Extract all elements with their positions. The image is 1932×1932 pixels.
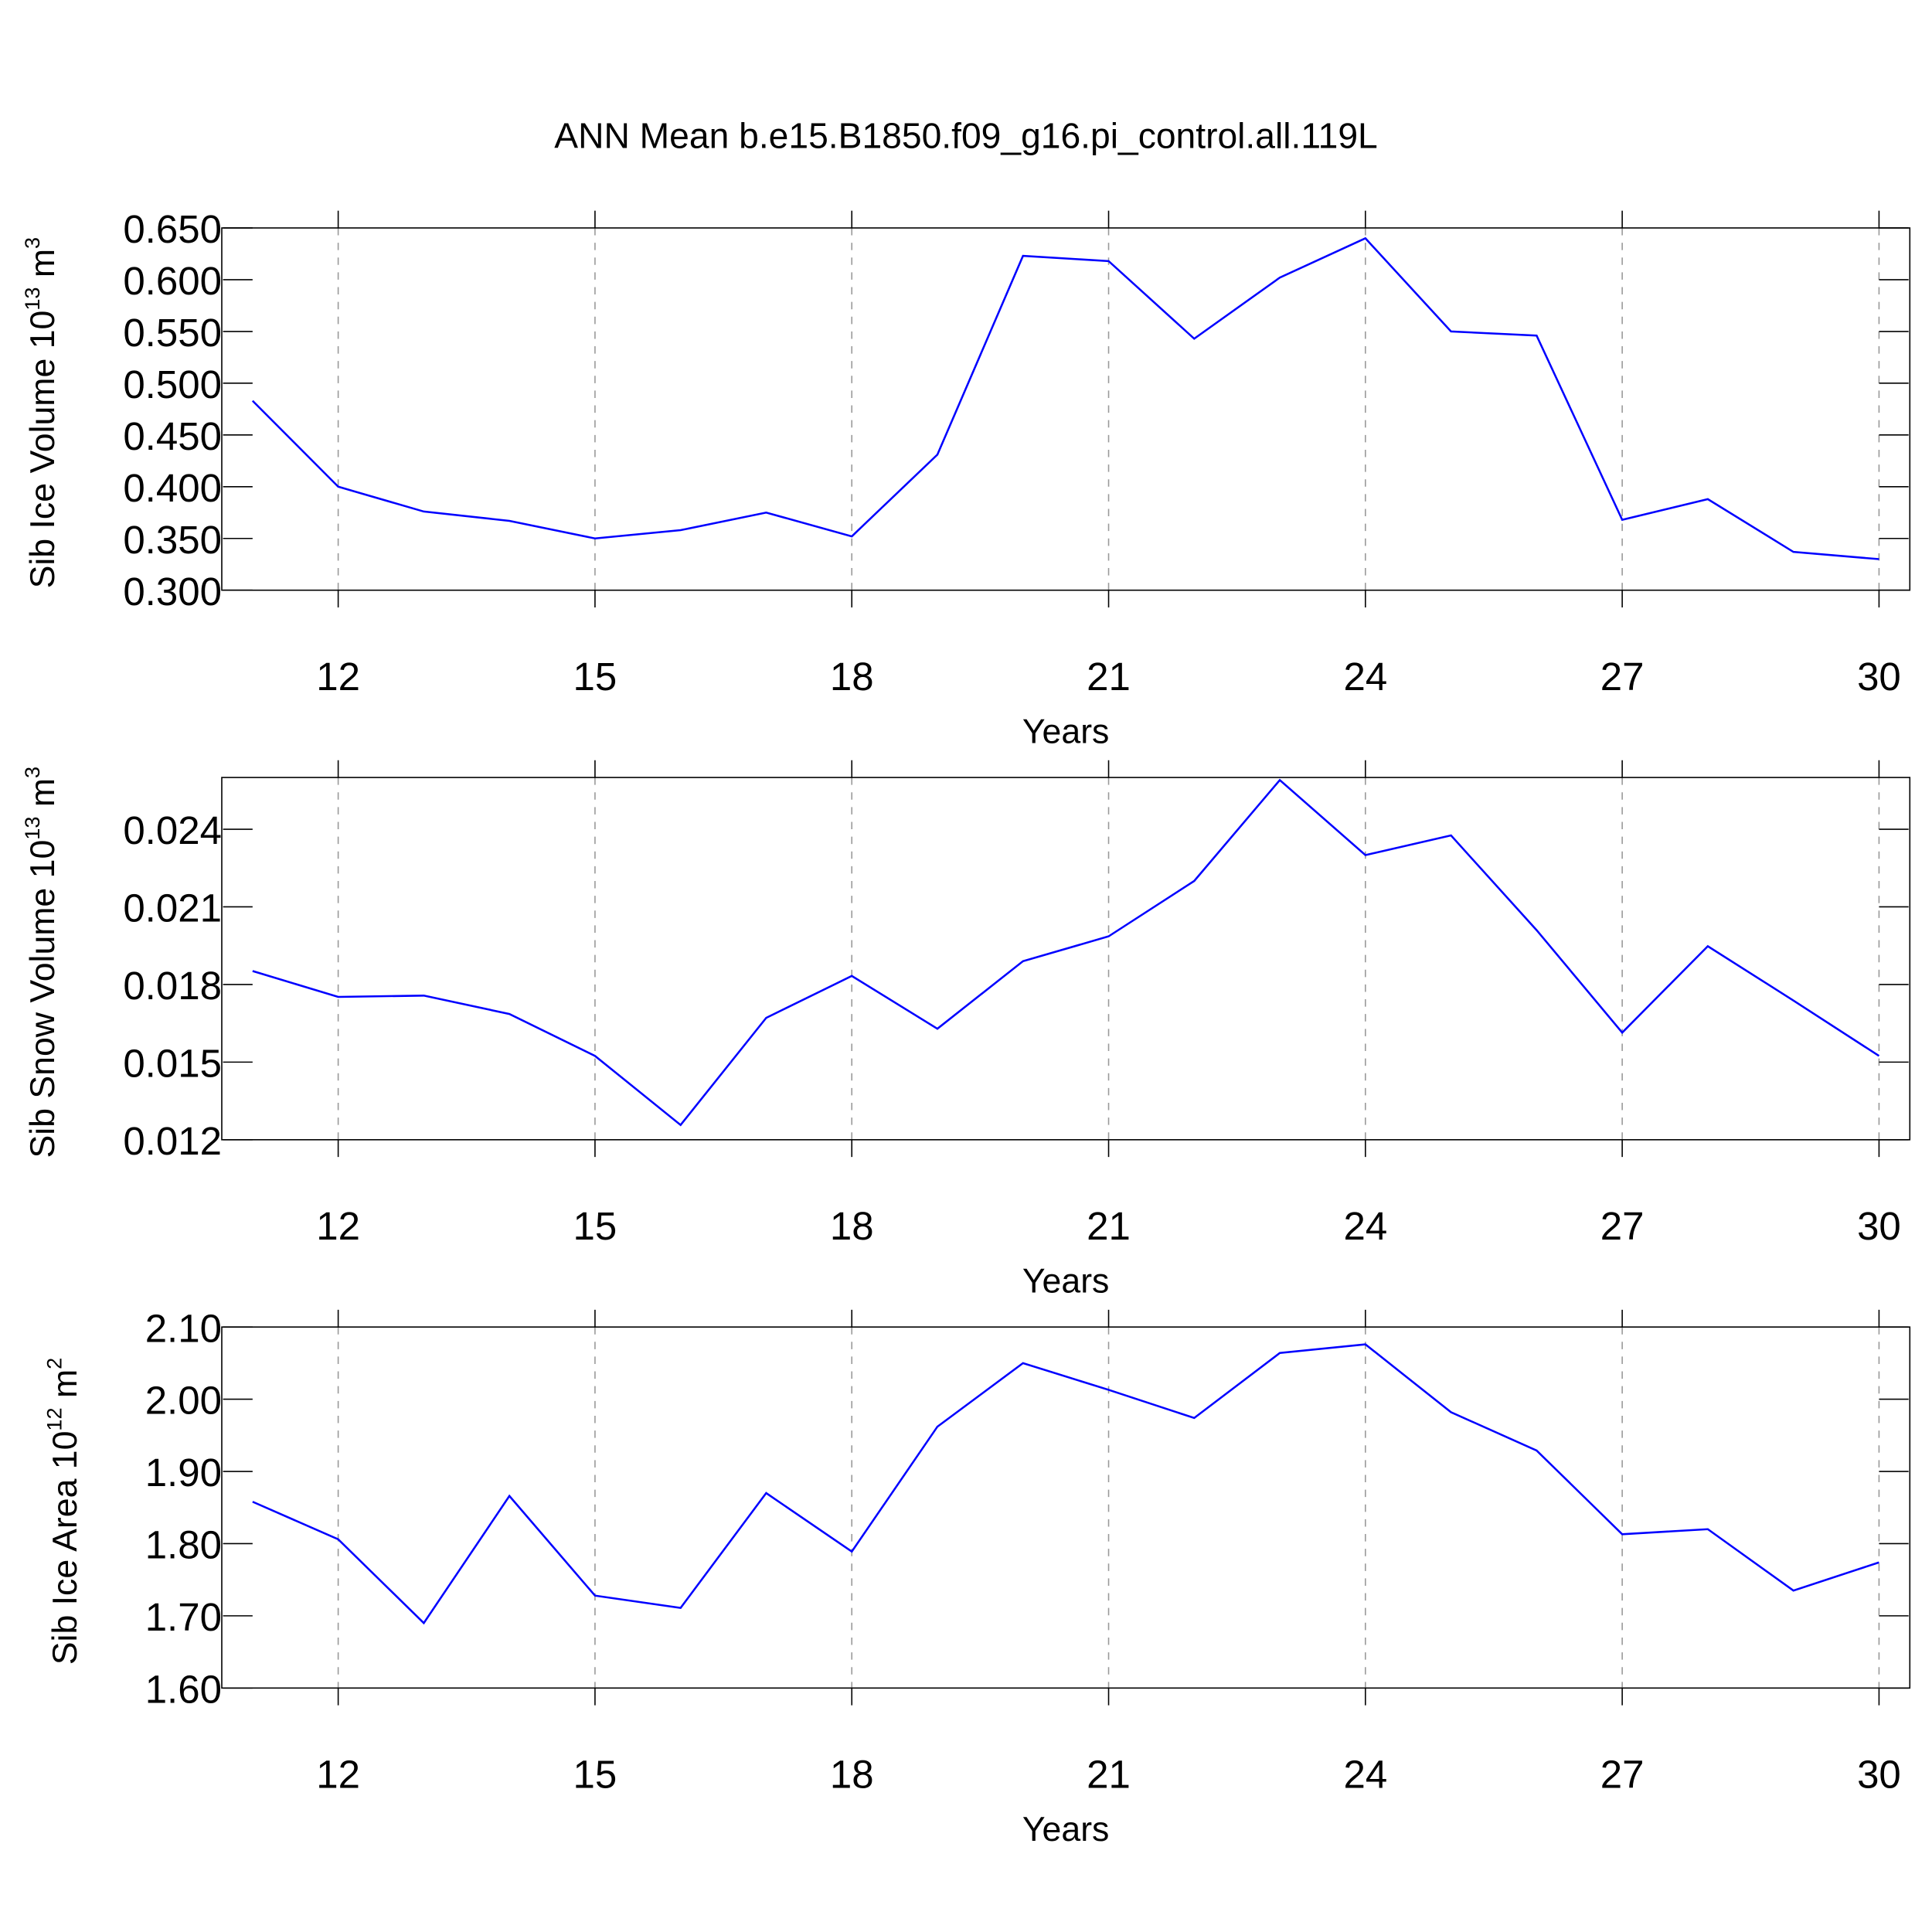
y-tick-label: 0.550 bbox=[123, 311, 222, 355]
x-tick-label: 27 bbox=[1600, 1204, 1645, 1248]
x-tick-label: 30 bbox=[1857, 655, 1901, 699]
x-tick-label: 21 bbox=[1087, 1752, 1131, 1796]
x-tick-label: 15 bbox=[573, 1752, 617, 1796]
y-tick-label: 0.500 bbox=[123, 362, 222, 406]
y-axis-title-superscript: 3 bbox=[20, 767, 44, 778]
x-tick-label: 24 bbox=[1343, 655, 1387, 699]
y-axis-title-part: Sib Ice Volume 10 bbox=[24, 311, 62, 589]
y-tick-label: 0.400 bbox=[123, 466, 222, 510]
y-tick-label: 0.650 bbox=[123, 207, 222, 251]
y-axis-title-part: Sib Snow Volume 10 bbox=[24, 840, 62, 1158]
y-axis-title-part: m bbox=[24, 778, 62, 817]
y-axis-title-part: Sib Ice Area 10 bbox=[46, 1431, 84, 1665]
x-axis-title: Years bbox=[1022, 1811, 1109, 1849]
y-tick-label: 1.80 bbox=[145, 1523, 222, 1567]
x-tick-label: 12 bbox=[316, 655, 360, 699]
y-tick-label: 0.015 bbox=[123, 1041, 222, 1085]
plot-frame bbox=[221, 227, 1911, 591]
y-axis-title: Sib Ice Volume 1013 m3 bbox=[20, 237, 62, 588]
y-tick-label: 0.012 bbox=[123, 1119, 222, 1163]
y-tick-label: 2.10 bbox=[145, 1306, 222, 1350]
y-axis-title-part: m bbox=[24, 249, 62, 287]
y-axis-title-superscript: 2 bbox=[43, 1358, 66, 1369]
x-tick-label: 21 bbox=[1087, 655, 1131, 699]
data-line bbox=[251, 236, 1879, 560]
x-tick-label: 27 bbox=[1600, 1752, 1645, 1796]
y-axis-title: Sib Ice Area 1012 m2 bbox=[43, 1358, 84, 1665]
x-tick-label: 15 bbox=[573, 655, 617, 699]
data-line bbox=[252, 1343, 1879, 1625]
x-tick-label: 30 bbox=[1857, 1752, 1901, 1796]
y-tick-label: 0.018 bbox=[123, 964, 222, 1008]
x-tick-label: 15 bbox=[573, 1204, 617, 1248]
y-axis-title-superscript: 13 bbox=[20, 817, 44, 840]
x-axis-title: Years bbox=[1022, 713, 1109, 750]
y-axis-title-superscript: 3 bbox=[20, 237, 44, 249]
y-tick-label: 0.021 bbox=[123, 886, 222, 930]
x-tick-label: 12 bbox=[316, 1752, 360, 1796]
y-tick-label: 2.00 bbox=[145, 1379, 222, 1423]
y-axis-title-superscript: 13 bbox=[20, 287, 44, 311]
chart-title: ANN Mean b.e15.B1850.f09_g16.pi_control.… bbox=[554, 115, 1378, 155]
x-tick-label: 18 bbox=[830, 655, 874, 699]
data-line bbox=[252, 778, 1880, 1127]
y-tick-label: 1.70 bbox=[145, 1595, 222, 1639]
x-tick-label: 18 bbox=[830, 1752, 874, 1796]
y-tick-label: 0.350 bbox=[123, 518, 222, 562]
y-tick-label: 0.600 bbox=[123, 259, 222, 303]
x-axis-title: Years bbox=[1022, 1263, 1109, 1301]
y-axis-title-superscript: 12 bbox=[43, 1407, 66, 1430]
x-tick-label: 27 bbox=[1600, 655, 1645, 699]
x-tick-label: 24 bbox=[1343, 1752, 1387, 1796]
x-tick-label: 24 bbox=[1343, 1204, 1387, 1248]
plot-frame bbox=[221, 1326, 1911, 1689]
y-tick-label: 0.024 bbox=[123, 808, 222, 852]
y-tick-label: 0.300 bbox=[123, 570, 222, 614]
x-tick-label: 18 bbox=[830, 1204, 874, 1248]
plot-frame bbox=[221, 777, 1911, 1141]
y-axis-title-part: m bbox=[46, 1369, 84, 1408]
x-tick-label: 30 bbox=[1857, 1204, 1901, 1248]
y-axis-title: Sib Snow Volume 1013 m3 bbox=[20, 767, 62, 1158]
y-tick-label: 0.450 bbox=[123, 414, 222, 458]
y-tick-label: 1.90 bbox=[145, 1451, 222, 1495]
x-tick-label: 21 bbox=[1087, 1204, 1131, 1248]
x-tick-label: 12 bbox=[316, 1204, 360, 1248]
y-tick-label: 1.60 bbox=[145, 1667, 222, 1711]
